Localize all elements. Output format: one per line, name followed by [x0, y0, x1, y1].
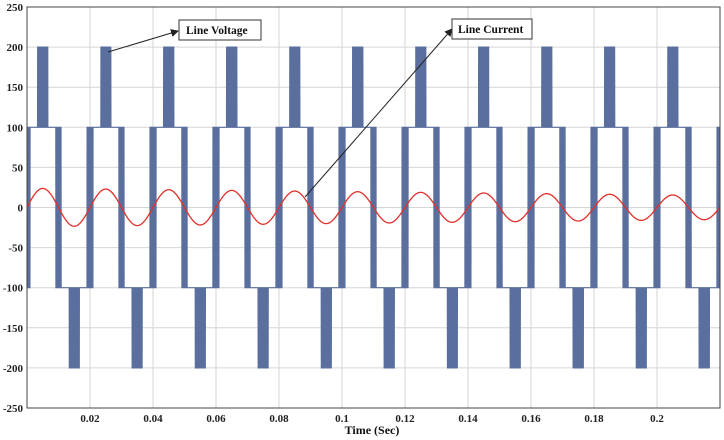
x-tick-label: 0.12 — [395, 413, 415, 425]
plot-frame — [26, 6, 721, 409]
line-voltage-annotation: Line Voltage — [186, 25, 248, 37]
y-tick-label: -200 — [3, 363, 24, 375]
line-current-series — [26, 187, 721, 227]
x-tick-label: 0.02 — [80, 413, 100, 425]
y-tick-label: -250 — [3, 403, 24, 415]
line-voltage-series — [26, 46, 721, 369]
x-tick-label: 0.08 — [269, 413, 289, 425]
y-tick-label: 150 — [7, 82, 24, 94]
y-tick-label: 100 — [7, 122, 24, 134]
y-axis-ticks: 250 200 150 100 50 0 -50 -100 -150 -200 -250 — [3, 2, 24, 415]
y-tick-label: 50 — [12, 162, 24, 174]
x-tick-label: 0.14 — [458, 413, 478, 425]
x-axis-ticks: 0.02 0.04 0.06 0.08 0.1 0.12 0.14 0.16 0.18 0.2 — [80, 413, 664, 425]
y-tick-label: 250 — [7, 2, 24, 14]
y-tick-label: 200 — [7, 42, 24, 54]
x-tick-label: 0.1 — [335, 413, 349, 425]
x-axis-label: Time (Sec) — [345, 423, 400, 437]
line-current-arrow — [304, 28, 453, 198]
line-current-annotation: Line Current — [458, 24, 523, 36]
x-tick-label: 0.18 — [584, 413, 604, 425]
x-tick-label: 0.04 — [143, 413, 163, 425]
line-current-annotation-box — [451, 18, 533, 40]
y-tick-label: 0 — [18, 203, 24, 215]
y-tick-label: -150 — [3, 323, 24, 335]
x-tick-label: 0.06 — [206, 413, 226, 425]
y-tick-label: -100 — [3, 283, 24, 295]
line-voltage-waveform — [26, 46, 721, 369]
x-tick-label: 0.16 — [521, 413, 541, 425]
line-voltage-arrow — [107, 29, 179, 53]
line-voltage-annotation-box — [178, 19, 262, 41]
y-tick-label: -50 — [8, 243, 23, 255]
x-tick-label: 0.2 — [650, 413, 664, 425]
